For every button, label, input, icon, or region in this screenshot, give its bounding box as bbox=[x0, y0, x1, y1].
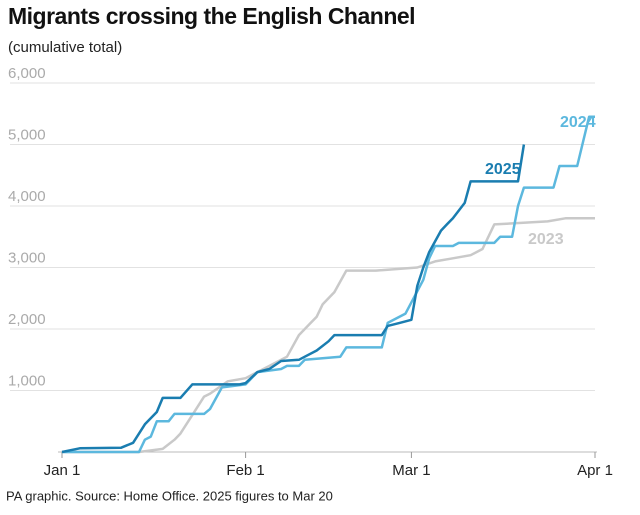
series-label: 2025 bbox=[485, 161, 521, 178]
series-label: 2024 bbox=[560, 114, 596, 131]
series-line bbox=[61, 144, 526, 454]
x-tick-label: Jan 1 bbox=[44, 462, 81, 479]
chart-title: Migrants crossing the English Channel bbox=[8, 3, 415, 29]
y-tick-label: 5,000 bbox=[8, 126, 46, 143]
y-tick-label: 3,000 bbox=[8, 249, 46, 266]
series-line bbox=[62, 115, 595, 454]
y-tick-label: 2,000 bbox=[8, 311, 46, 328]
y-tick-label: 1,000 bbox=[8, 372, 46, 389]
chart-subtitle: (cumulative total) bbox=[8, 39, 122, 56]
x-tick-label: Feb 1 bbox=[226, 462, 264, 479]
x-tick-label: Apr 1 bbox=[577, 462, 613, 479]
y-tick-label: 4,000 bbox=[8, 188, 46, 205]
x-tick-label: Mar 1 bbox=[392, 462, 430, 479]
y-tick-label: 6,000 bbox=[8, 65, 46, 82]
series-label: 2023 bbox=[528, 231, 564, 248]
series-line bbox=[62, 217, 595, 454]
source-note: PA graphic. Source: Home Office. 2025 fi… bbox=[6, 488, 333, 503]
